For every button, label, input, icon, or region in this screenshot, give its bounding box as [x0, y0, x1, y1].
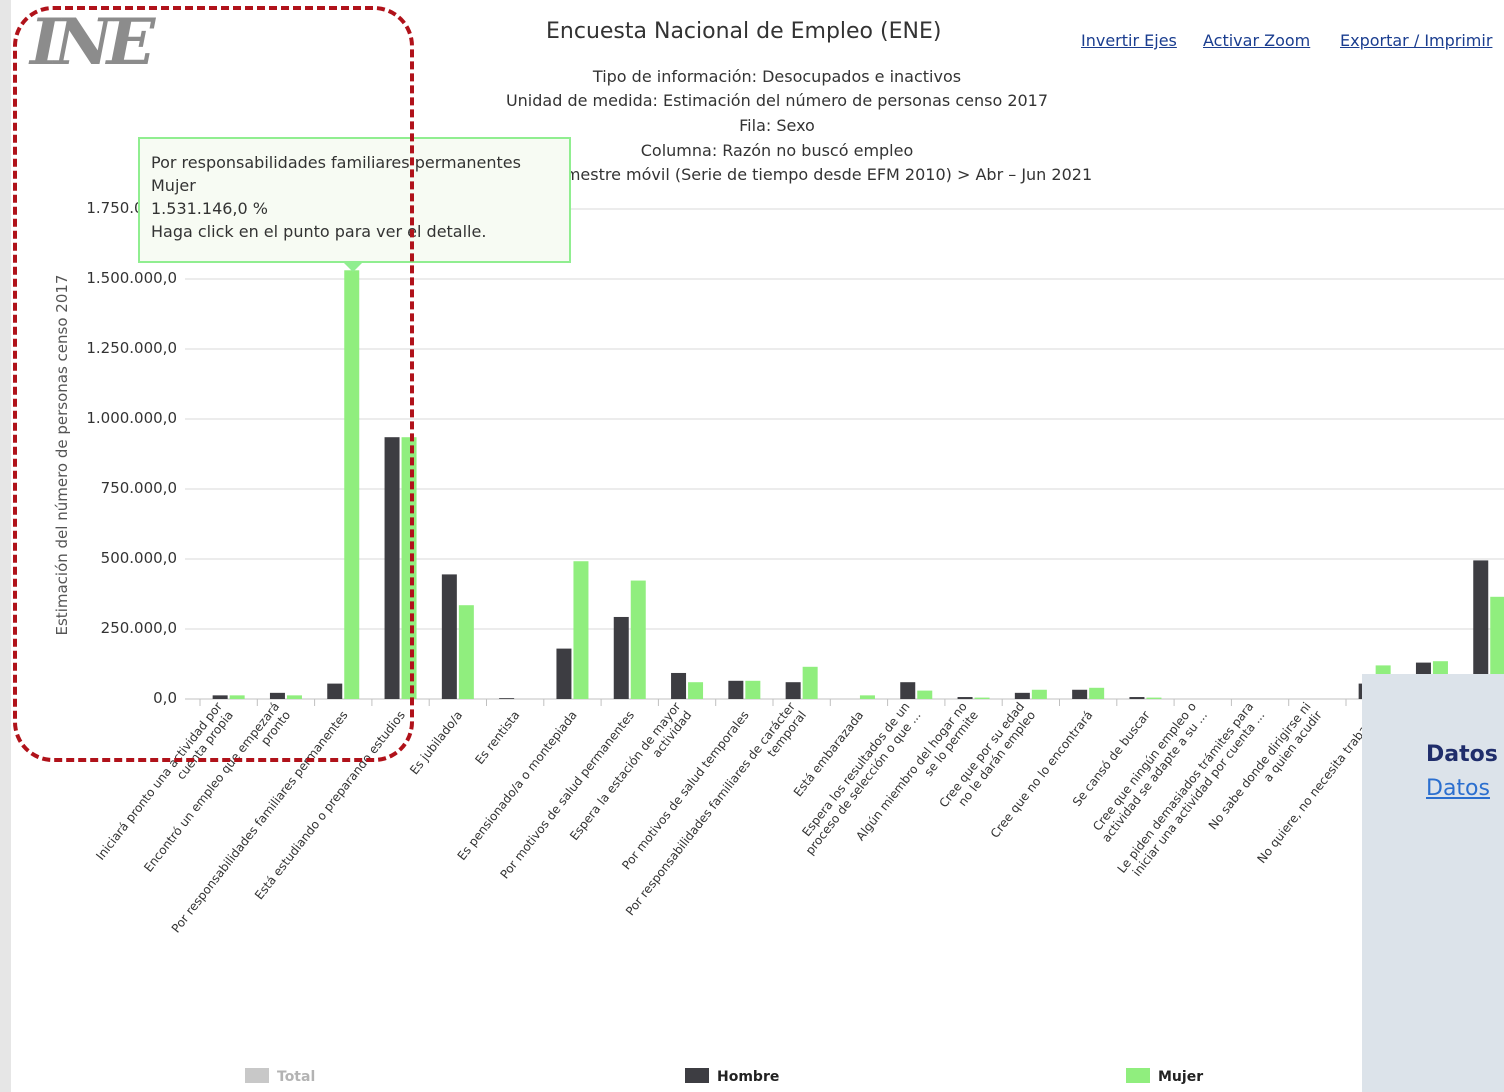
tooltip-category: Por responsabilidades familiares permane…: [151, 153, 521, 172]
meta-tipo: Tipo de información: Desocupados e inact…: [592, 67, 962, 86]
bar-mujer[interactable]: [1490, 596, 1504, 699]
legend-swatch-hombre: [685, 1068, 709, 1083]
bar-mujer[interactable]: [917, 690, 933, 699]
bar-hombre[interactable]: [613, 616, 629, 699]
x-axis-labels: Iniciará pronto una actividad porcuenta …: [93, 700, 1496, 936]
y-tick-label: 250.000,0: [100, 619, 177, 637]
x-tick-label-line: Es rentista: [472, 708, 522, 767]
x-axis: [199, 699, 1462, 706]
datos-title: Datos: [1426, 742, 1498, 767]
invert-axes-link[interactable]: Invertir Ejes: [1081, 31, 1177, 50]
grid-lines: [185, 208, 1504, 700]
x-tick-label: Es jubilado/a: [407, 708, 465, 777]
y-tick-label: 500.000,0: [100, 549, 177, 567]
bar-hombre[interactable]: [212, 695, 228, 699]
bar-mujer[interactable]: [344, 270, 360, 699]
bar-mujer[interactable]: [688, 682, 704, 699]
bar-hombre[interactable]: [900, 682, 916, 699]
bar-hombre[interactable]: [1014, 692, 1030, 699]
bar-mujer[interactable]: [286, 695, 302, 699]
tooltip-series: Mujer: [151, 176, 196, 195]
legend-label-total: Total: [277, 1069, 316, 1085]
bar-mujer[interactable]: [630, 580, 646, 699]
bar-hombre[interactable]: [957, 697, 973, 699]
x-tick-label: Es pensionado/a o montepiada: [455, 708, 580, 863]
bar-mujer[interactable]: [745, 680, 761, 699]
datos-panel: Datos Datos: [1362, 674, 1504, 1092]
bar-mujer[interactable]: [802, 666, 818, 699]
tooltip-value: 1.531.146,0 %: [151, 199, 268, 218]
y-tick-label: 1.500.000,0: [86, 269, 177, 287]
bar-mujer[interactable]: [859, 695, 875, 699]
meta-filtro: Filtro: Año trimestre móvil (Serie de ti…: [461, 165, 1093, 184]
bar-mujer[interactable]: [1146, 697, 1162, 699]
bar-hombre[interactable]: [499, 698, 515, 699]
meta-columna: Columna: Razón no buscó empleo: [640, 141, 914, 160]
tooltip-pointer: [343, 262, 363, 272]
activate-zoom-link[interactable]: Activar Zoom: [1203, 31, 1311, 50]
bars: [212, 270, 1504, 699]
bar-hombre[interactable]: [785, 682, 801, 699]
bar-mujer[interactable]: [401, 437, 417, 699]
bar-hombre[interactable]: [1072, 689, 1088, 699]
bar-hombre[interactable]: [1129, 697, 1145, 699]
y-tick-label: 1.250.000,0: [86, 339, 177, 357]
bar-mujer[interactable]: [458, 605, 474, 699]
meta-fila: Fila: Sexo: [739, 116, 815, 135]
bar-hombre[interactable]: [556, 648, 572, 699]
left-border: [0, 0, 11, 1092]
bar-mujer[interactable]: [974, 697, 990, 699]
x-tick-label-line: Iniciará pronto una actividad por: [93, 700, 225, 863]
bar-hombre[interactable]: [728, 680, 744, 699]
legend-item-hombre[interactable]: Hombre: [685, 1066, 795, 1088]
legend-label-hombre: Hombre: [717, 1069, 780, 1085]
bar-tooltip: Por responsabilidades familiares permane…: [138, 137, 571, 263]
legend-label-mujer: Mujer: [1158, 1069, 1204, 1085]
y-tick-label: 1.000.000,0: [86, 409, 177, 427]
chart-title: Encuesta Nacional de Empleo (ENE): [546, 19, 942, 44]
bar-mujer[interactable]: [573, 561, 589, 699]
meta-unidad: Unidad de medida: Estimación del número …: [505, 91, 1049, 110]
x-tick-label-line: Es pensionado/a o montepiada: [455, 708, 580, 863]
tooltip-hint: Haga click en el punto para ver el detal…: [151, 222, 487, 241]
legend-swatch-total: [245, 1068, 269, 1083]
bar-hombre[interactable]: [269, 692, 285, 699]
bar-hombre[interactable]: [671, 672, 687, 699]
bar-mujer[interactable]: [229, 695, 245, 699]
legend-item-mujer[interactable]: Mujer: [1126, 1066, 1226, 1088]
x-tick-label: Es rentista: [472, 708, 522, 767]
bar-hombre[interactable]: [384, 437, 400, 699]
datos-link[interactable]: Datos: [1426, 776, 1490, 801]
y-tick-label: 750.000,0: [100, 479, 177, 497]
bar-hombre[interactable]: [327, 683, 343, 699]
bar-hombre[interactable]: [1473, 560, 1489, 699]
legend-item-total[interactable]: Total: [245, 1066, 335, 1088]
export-print-link[interactable]: Exportar / Imprimir: [1340, 31, 1493, 50]
bar-hombre[interactable]: [441, 574, 457, 699]
ine-logo: INE: [30, 5, 155, 80]
x-tick-label-line: Es jubilado/a: [407, 708, 465, 777]
legend-swatch-mujer: [1126, 1068, 1150, 1083]
bar-mujer[interactable]: [1089, 687, 1105, 699]
y-tick-label: 0,0: [153, 689, 177, 707]
bar-mujer[interactable]: [1031, 689, 1047, 699]
